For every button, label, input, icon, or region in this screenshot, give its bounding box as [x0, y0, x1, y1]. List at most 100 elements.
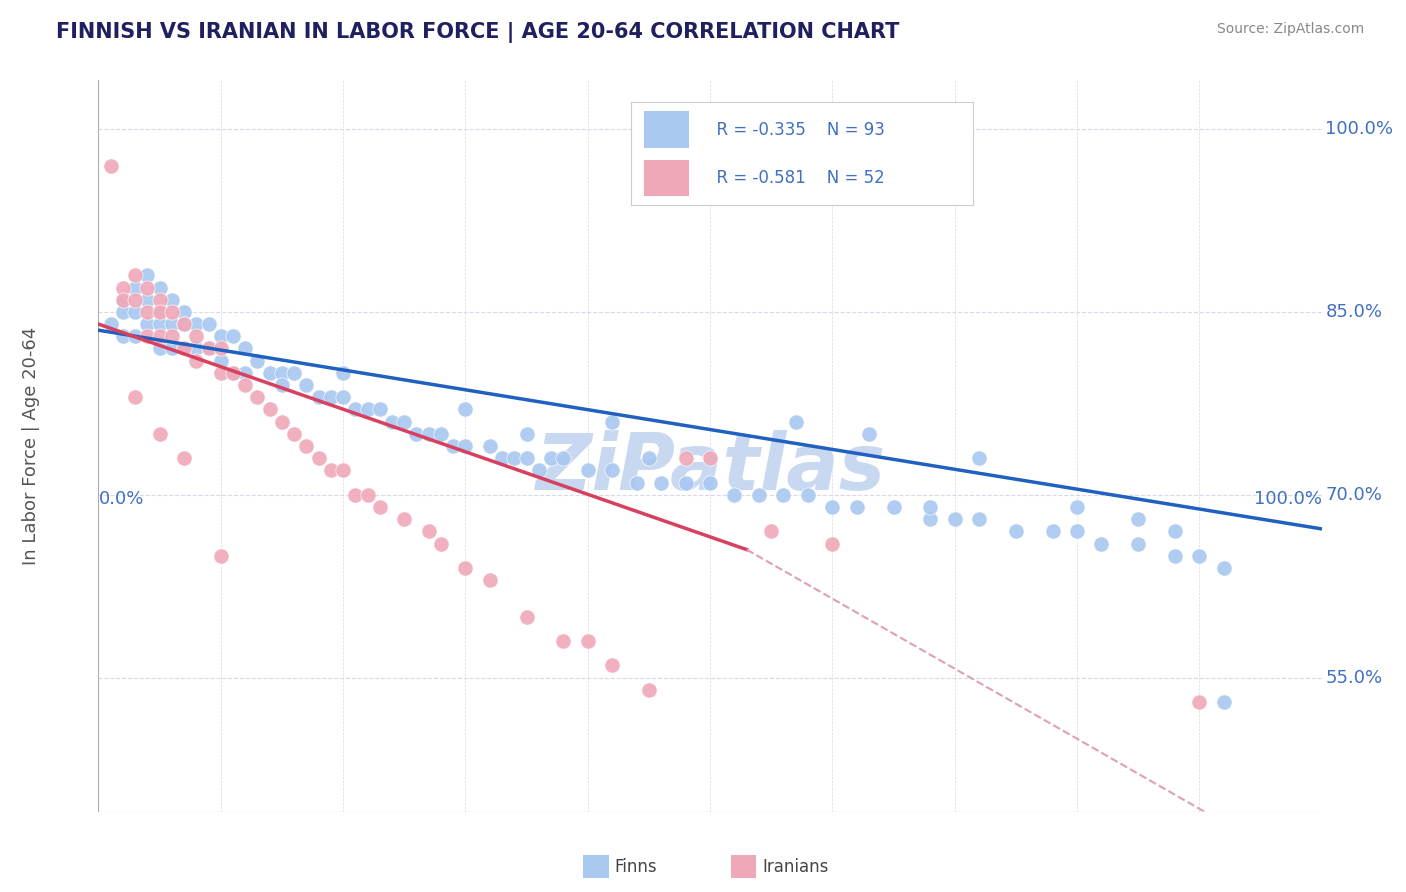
Point [100, 317, 122, 331]
Point [149, 342, 172, 356]
Point [515, 426, 537, 441]
Point [319, 463, 342, 477]
Point [149, 305, 172, 319]
Point [430, 536, 453, 550]
Text: R = -0.581    N = 52: R = -0.581 N = 52 [706, 169, 884, 187]
Point [748, 488, 770, 502]
Point [149, 329, 172, 343]
Point [503, 451, 526, 466]
Point [160, 305, 183, 319]
Point [821, 500, 844, 514]
Point [1066, 500, 1088, 514]
Point [283, 366, 305, 380]
Point [699, 475, 721, 490]
Point [883, 500, 905, 514]
Text: 100.0%: 100.0% [1326, 120, 1393, 138]
Point [124, 280, 146, 294]
Point [1090, 536, 1112, 550]
Point [233, 366, 256, 380]
Point [1212, 561, 1234, 575]
Text: In Labor Force | Age 20-64: In Labor Force | Age 20-64 [22, 326, 41, 566]
Point [515, 451, 537, 466]
Point [186, 353, 208, 368]
Text: FINNISH VS IRANIAN IN LABOR FORCE | AGE 20-64 CORRELATION CHART: FINNISH VS IRANIAN IN LABOR FORCE | AGE … [56, 22, 900, 44]
Point [332, 390, 354, 404]
Point [761, 524, 783, 539]
Point [553, 451, 575, 466]
Point [1042, 524, 1064, 539]
Point [149, 317, 172, 331]
Point [197, 317, 219, 331]
Point [222, 329, 245, 343]
Point [233, 342, 256, 356]
Point [332, 366, 354, 380]
Point [197, 342, 219, 356]
Point [576, 634, 599, 648]
Point [186, 317, 208, 331]
Point [246, 390, 269, 404]
Point [124, 293, 146, 307]
Point [124, 268, 146, 283]
Point [1164, 524, 1187, 539]
Point [943, 512, 966, 526]
Point [967, 451, 990, 466]
Point [650, 475, 672, 490]
Point [295, 378, 318, 392]
Point [319, 390, 342, 404]
Point [111, 305, 134, 319]
Point [136, 280, 159, 294]
Point [1128, 512, 1150, 526]
Point [381, 415, 404, 429]
Point [723, 488, 745, 502]
Point [270, 366, 294, 380]
Point [454, 561, 477, 575]
Point [1188, 695, 1211, 709]
Point [797, 488, 820, 502]
Point [259, 402, 281, 417]
Point [209, 342, 232, 356]
Point [699, 451, 721, 466]
Point [246, 353, 269, 368]
Point [111, 293, 134, 307]
Point [149, 426, 172, 441]
Point [675, 475, 697, 490]
Text: 100.0%: 100.0% [1254, 490, 1322, 508]
Point [111, 280, 134, 294]
Point [149, 293, 172, 307]
Point [308, 390, 330, 404]
Point [173, 317, 195, 331]
FancyBboxPatch shape [644, 112, 689, 148]
Point [149, 280, 172, 294]
Point [270, 378, 294, 392]
Point [233, 378, 256, 392]
Point [845, 500, 868, 514]
Point [772, 488, 794, 502]
Point [124, 329, 146, 343]
Point [356, 402, 378, 417]
Point [100, 159, 122, 173]
Point [368, 402, 391, 417]
Point [344, 488, 367, 502]
Point [478, 573, 501, 587]
Text: ZiPatlas: ZiPatlas [536, 430, 884, 506]
Point [430, 426, 453, 441]
Point [173, 342, 195, 356]
Point [160, 317, 183, 331]
Point [209, 329, 232, 343]
Text: 70.0%: 70.0% [1326, 486, 1382, 504]
Point [332, 463, 354, 477]
Point [637, 682, 661, 697]
Point [1188, 549, 1211, 563]
Point [441, 439, 464, 453]
Point [270, 415, 294, 429]
Point [368, 500, 391, 514]
Point [186, 329, 208, 343]
Point [136, 305, 159, 319]
Point [283, 426, 305, 441]
Point [1004, 524, 1026, 539]
Point [308, 451, 330, 466]
Point [920, 512, 942, 526]
Point [576, 463, 599, 477]
Point [356, 488, 378, 502]
Point [821, 536, 844, 550]
